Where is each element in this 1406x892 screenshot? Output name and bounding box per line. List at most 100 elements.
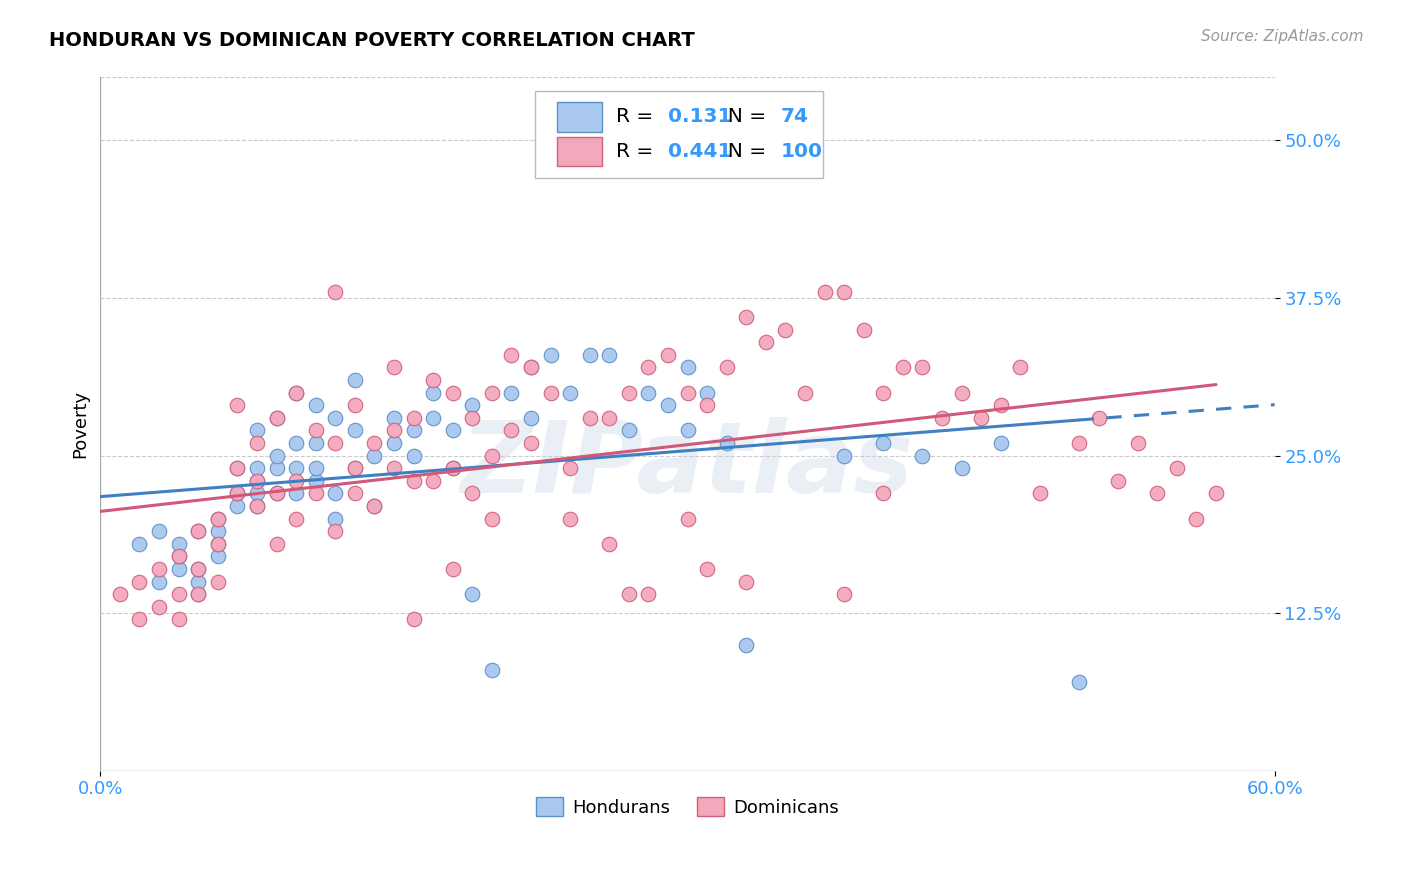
Point (832, 587, 855, 601)
Point (285, 486, 308, 500)
Bar (557, 103, 602, 131)
Point (323, 436, 346, 450)
Point (266, 461, 288, 475)
Point (990, 436, 1012, 450)
Point (775, 322, 797, 336)
Point (481, 663, 503, 677)
Point (148, 574, 170, 589)
Point (441, 461, 464, 475)
Point (676, 423, 699, 437)
Point (226, 461, 249, 475)
Point (461, 587, 484, 601)
Point (558, 385, 581, 400)
Point (305, 461, 328, 475)
Point (501, 385, 523, 400)
Point (1029, 486, 1052, 500)
Point (167, 549, 190, 564)
Point (187, 587, 209, 601)
Point (187, 524, 209, 539)
Point (1087, 410, 1109, 425)
Point (481, 449, 503, 463)
FancyBboxPatch shape (534, 91, 823, 178)
Point (676, 511, 699, 525)
Point (461, 398, 484, 412)
Point (872, 486, 894, 500)
Point (598, 410, 620, 425)
Point (813, 285, 835, 299)
Point (794, 385, 817, 400)
Point (207, 511, 229, 525)
Point (343, 486, 366, 500)
Point (285, 511, 308, 525)
Point (167, 562, 190, 576)
Point (832, 449, 855, 463)
Point (1067, 436, 1090, 450)
Point (520, 360, 543, 375)
Point (617, 587, 640, 601)
Point (1126, 436, 1149, 450)
Point (285, 461, 308, 475)
Point (382, 461, 405, 475)
Point (305, 486, 328, 500)
Point (676, 385, 699, 400)
Point (540, 348, 562, 362)
Point (422, 373, 444, 387)
Point (226, 398, 249, 412)
Point (775, 159, 797, 173)
Point (343, 423, 366, 437)
Point (637, 587, 659, 601)
Point (481, 511, 503, 525)
Text: N =: N = (714, 142, 772, 161)
Point (637, 385, 659, 400)
Point (402, 612, 425, 626)
Point (598, 348, 620, 362)
Point (911, 449, 934, 463)
Point (323, 285, 346, 299)
Point (226, 486, 249, 500)
Point (207, 549, 229, 564)
Point (735, 310, 758, 324)
Point (520, 410, 543, 425)
Point (363, 499, 385, 513)
Point (207, 537, 229, 551)
Point (637, 360, 659, 375)
Point (755, 335, 778, 350)
Point (148, 599, 170, 614)
Point (735, 574, 758, 589)
Point (578, 348, 600, 362)
Point (363, 499, 385, 513)
Point (305, 423, 328, 437)
Text: R =: R = (616, 107, 659, 127)
Point (1146, 486, 1168, 500)
Point (207, 524, 229, 539)
Point (696, 562, 718, 576)
Point (305, 474, 328, 488)
Point (305, 436, 328, 450)
Point (128, 574, 150, 589)
Point (207, 537, 229, 551)
Point (402, 410, 425, 425)
Point (266, 537, 288, 551)
Point (617, 423, 640, 437)
Point (266, 410, 288, 425)
Point (598, 537, 620, 551)
Point (696, 385, 718, 400)
Point (578, 410, 600, 425)
Point (187, 524, 209, 539)
Point (187, 587, 209, 601)
Point (716, 360, 738, 375)
Point (461, 410, 484, 425)
Point (716, 436, 738, 450)
Point (167, 587, 190, 601)
Point (285, 385, 308, 400)
Point (1010, 360, 1032, 375)
Point (422, 410, 444, 425)
Point (891, 360, 914, 375)
Point (246, 461, 269, 475)
Point (501, 423, 523, 437)
Point (950, 461, 973, 475)
Point (970, 410, 993, 425)
Point (343, 461, 366, 475)
Text: 0.441: 0.441 (668, 142, 731, 161)
Point (148, 524, 170, 539)
